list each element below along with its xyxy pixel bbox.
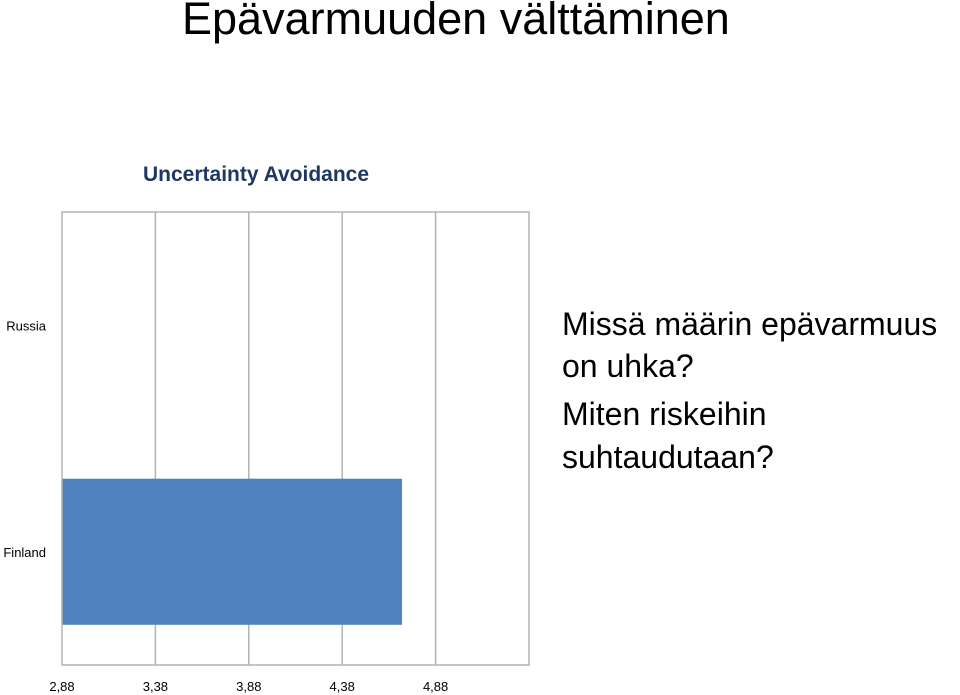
category-label-finland: Finland (3, 545, 46, 560)
chart-title: Uncertainty Avoidance (143, 163, 370, 186)
plot-frame (61, 211, 530, 666)
question-2: Miten riskeihin suhtaudutaan? (562, 396, 774, 475)
bar-finland (62, 478, 402, 625)
slide-title: Epävarmuuden välttäminen (182, 0, 730, 44)
x-tick-label-0: 2,88 (49, 679, 74, 694)
x-tick-label-2: 3,88 (236, 679, 261, 694)
category-label-russia: Russia (6, 318, 47, 333)
question-list: Missä määrin epävarmuus on uhka? Miten r… (562, 303, 960, 484)
x-tick-label-3: 4,38 (330, 679, 355, 694)
x-tick-label-4: 4,88 (423, 679, 448, 694)
question-1: Missä määrin epävarmuus on uhka? (562, 306, 938, 385)
x-tick-label-1: 3,38 (143, 679, 168, 694)
category-labels: Finland Russia (3, 318, 46, 560)
x-tick-labels: 2,88 3,38 3,88 4,38 4,88 (49, 679, 448, 694)
bars (62, 478, 402, 625)
